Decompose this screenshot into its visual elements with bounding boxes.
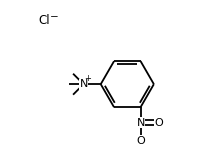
Text: Cl: Cl [38, 14, 50, 27]
Text: N: N [79, 79, 88, 89]
Text: +: + [84, 74, 91, 83]
Text: −: − [50, 12, 59, 22]
Text: O: O [155, 118, 163, 128]
Text: O: O [136, 136, 145, 146]
Text: N: N [136, 118, 145, 128]
